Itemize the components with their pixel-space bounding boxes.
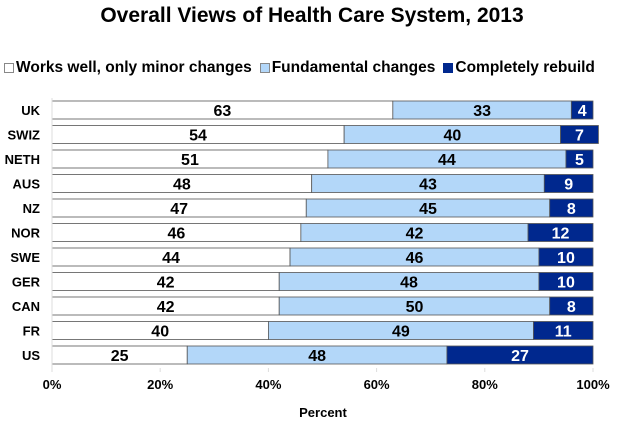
category-label: AUS <box>13 177 41 192</box>
data-label: 48 <box>173 177 191 194</box>
x-axis-label: Percent <box>299 405 347 420</box>
data-label: 10 <box>557 250 575 267</box>
data-label: 46 <box>406 250 424 267</box>
data-label: 11 <box>555 324 572 341</box>
data-label: 47 <box>170 201 188 218</box>
data-label: 33 <box>473 103 491 120</box>
data-label: 46 <box>168 226 186 243</box>
bar-segment <box>570 100 594 120</box>
data-label: 42 <box>157 275 175 292</box>
category-label: SWIZ <box>8 128 41 143</box>
legend-label: Fundamental changes <box>271 59 436 76</box>
category-label: NZ <box>23 201 40 216</box>
data-label: 40 <box>443 128 461 145</box>
legend-item-rebuild: Completely rebuild <box>443 59 595 77</box>
data-label: 12 <box>552 226 570 243</box>
bar-segment <box>527 223 594 242</box>
data-label: 51 <box>181 152 199 169</box>
legend-label: Completely rebuild <box>455 59 595 76</box>
bar-segment <box>533 321 594 340</box>
data-label: 5 <box>575 152 584 169</box>
data-label: 49 <box>392 324 410 341</box>
chart-title: Overall Views of Health Care System, 201… <box>100 4 524 27</box>
bar-segment <box>565 149 594 169</box>
x-tick-label: 80% <box>472 377 498 392</box>
data-label: 54 <box>189 128 207 145</box>
legend-item-fundamental: Fundamental changes <box>259 59 436 77</box>
data-label: 44 <box>162 250 180 267</box>
x-tick-label: 60% <box>364 377 390 392</box>
legend-swatch <box>4 63 14 73</box>
category-label: SWE <box>10 250 40 265</box>
bar-segment <box>560 125 599 144</box>
x-tick-label: 40% <box>255 377 281 392</box>
bar-segment <box>549 198 594 218</box>
legend-label: Works well, only minor changes <box>16 59 252 76</box>
data-label: 9 <box>564 177 573 194</box>
legend: Works well, only minor changes Fundament… <box>4 59 595 77</box>
x-tick-label: 0% <box>43 377 62 392</box>
data-label: 10 <box>557 275 575 292</box>
data-label: 4 <box>578 103 587 120</box>
legend-item-works-well: Works well, only minor changes <box>4 59 252 77</box>
data-label: 8 <box>567 299 576 316</box>
data-label: 40 <box>151 324 169 341</box>
data-label: 44 <box>438 152 456 169</box>
data-label: 48 <box>308 348 326 365</box>
data-label: 63 <box>214 103 232 120</box>
data-label: 7 <box>575 128 584 145</box>
legend-swatch <box>259 63 270 73</box>
x-tick-label: 20% <box>147 377 173 392</box>
category-label: NETH <box>5 152 40 167</box>
category-label: FR <box>23 324 41 339</box>
data-label: 25 <box>111 348 129 365</box>
bar-segment <box>538 272 594 291</box>
data-label: 45 <box>419 201 437 218</box>
category-label: CAN <box>12 299 40 314</box>
data-label: 27 <box>511 348 529 365</box>
data-label: 50 <box>406 299 424 316</box>
legend-swatch <box>443 63 454 73</box>
bar-segment <box>543 174 594 193</box>
data-label: 43 <box>419 177 437 194</box>
category-label: US <box>22 348 40 363</box>
data-label: 48 <box>400 275 418 292</box>
category-label: NOR <box>11 226 41 241</box>
bar-segment <box>446 345 594 365</box>
bar-segment <box>549 296 594 316</box>
category-label: UK <box>21 103 40 118</box>
data-label: 42 <box>406 226 424 243</box>
data-label: 42 <box>157 299 175 316</box>
data-label: 8 <box>567 201 576 218</box>
bar-segment <box>538 247 594 267</box>
category-label: GER <box>12 275 41 290</box>
x-tick-label: 100% <box>576 377 610 392</box>
